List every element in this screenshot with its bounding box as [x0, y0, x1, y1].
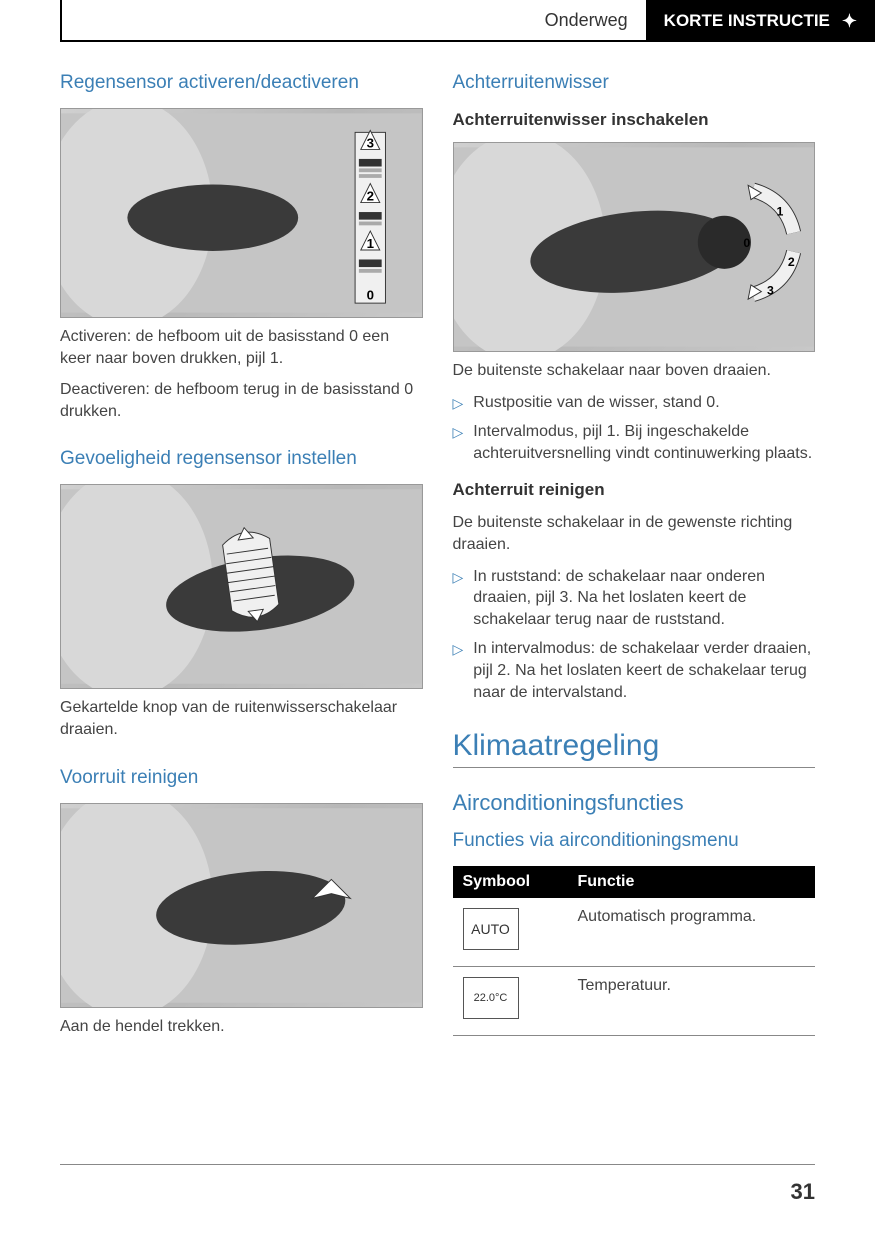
list-item: ▷ Intervalmodus, pijl 1. Bij ingeschakel… [453, 421, 816, 464]
figure-rain-sensor: 3 2 1 0 [60, 108, 423, 318]
svg-text:1: 1 [776, 205, 783, 219]
section-sensitivity: Gevoeligheid regensensor instellen [60, 448, 423, 740]
section-rear-wiper: Achterruitenwisser Achterruitenwisser in… [453, 72, 816, 703]
svg-text:2: 2 [787, 255, 794, 269]
content-columns: Regensensor activeren/deactiveren 3 2 [60, 72, 815, 1063]
list-item: ▷ In ruststand: de schakelaar naar onder… [453, 566, 816, 631]
section-title: Voorruit reinigen [60, 767, 423, 789]
functions-table: Symbool Functie AUTO Automatisch program… [453, 866, 816, 1036]
header-right-text: KORTE INSTRUCTIE [664, 11, 830, 31]
triangle-icon: ▷ [453, 568, 464, 631]
svg-text:3: 3 [367, 136, 374, 151]
svg-text:3: 3 [767, 283, 774, 297]
section-title: Gevoeligheid regensensor instellen [60, 448, 423, 470]
triangle-icon: ▷ [453, 394, 464, 414]
cell-function: Temperatuur. [568, 967, 816, 1036]
chapter-title: Klimaatregeling [453, 729, 816, 768]
svg-text:0: 0 [743, 236, 750, 250]
subsection-title: Achterruitenwisser inschakelen [453, 110, 816, 130]
bullet-list: ▷ Rustpositie van de wisser, stand 0. ▷ … [453, 392, 816, 465]
paragraph: Aan de hendel trekken. [60, 1016, 423, 1038]
bullet-list: ▷ In ruststand: de schakelaar naar onder… [453, 566, 816, 704]
right-column: Achterruitenwisser Achterruitenwisser in… [453, 72, 816, 1063]
cell-symbol: 22.0°C [453, 967, 568, 1036]
section-title: Regensensor activeren/deactiveren [60, 72, 423, 94]
triangle-icon: ▷ [453, 640, 464, 703]
paragraph: Gekartelde knop van de ruitenwisserschak… [60, 697, 423, 740]
subsection-title: Achterruit reinigen [453, 480, 816, 500]
figure-windscreen [60, 803, 423, 1008]
header-section-label: Onderweg [60, 0, 646, 42]
section-title: Airconditioningsfuncties [453, 790, 816, 816]
svg-text:2: 2 [367, 189, 374, 204]
list-item-text: In intervalmodus: de schakelaar verder d… [473, 638, 815, 703]
section-climate: Klimaatregeling Airconditioningsfuncties… [453, 729, 816, 1036]
list-item: ▷ Rustpositie van de wisser, stand 0. [453, 392, 816, 414]
page-header: Onderweg KORTE INSTRUCTIE ✦ [0, 0, 875, 42]
header-chapter-label: KORTE INSTRUCTIE ✦ [646, 0, 875, 42]
table-header-function: Functie [568, 866, 816, 898]
section-windscreen-clean: Voorruit reinigen Aan de hendel trekken. [60, 767, 423, 1038]
list-item: ▷ In intervalmodus: de schakelaar verder… [453, 638, 816, 703]
paragraph: De buitenste schakelaar in de gewenste r… [453, 512, 816, 555]
list-item-text: Rustpositie van de wisser, stand 0. [473, 392, 719, 414]
cell-function: Automatisch programma. [568, 898, 816, 967]
triangle-icon: ▷ [453, 423, 464, 464]
symbol-auto: AUTO [463, 908, 519, 950]
table-row: AUTO Automatisch programma. [453, 898, 816, 967]
figure-sensitivity [60, 484, 423, 689]
list-item-text: In ruststand: de schakelaar naar onderen… [473, 566, 815, 631]
svg-text:1: 1 [367, 236, 375, 251]
list-item-text: Intervalmodus, pijl 1. Bij ingeschakelde… [473, 421, 815, 464]
figure-rear-wiper: 1 0 2 3 [453, 142, 816, 352]
symbol-temperature: 22.0°C [463, 977, 519, 1019]
paragraph: Activeren: de hefboom uit de basisstand … [60, 326, 423, 369]
paragraph: Deactiveren: de hefboom terug in de basi… [60, 379, 423, 422]
page-number: 31 [791, 1179, 815, 1205]
header-left-text: Onderweg [545, 10, 628, 31]
section-title: Achterruitenwisser [453, 72, 816, 94]
paragraph: De buitenste schakelaar naar boven draai… [453, 360, 816, 382]
svg-text:0: 0 [367, 287, 374, 302]
section-rain-sensor: Regensensor activeren/deactiveren 3 2 [60, 72, 423, 422]
table-header-symbol: Symbool [453, 866, 568, 898]
compass-icon: ✦ [842, 11, 857, 32]
footer-rule [60, 1164, 815, 1165]
cell-symbol: AUTO [453, 898, 568, 967]
left-column: Regensensor activeren/deactiveren 3 2 [60, 72, 423, 1063]
table-row: 22.0°C Temperatuur. [453, 967, 816, 1036]
subsection-title: Functies via airconditioningsmenu [453, 830, 816, 852]
